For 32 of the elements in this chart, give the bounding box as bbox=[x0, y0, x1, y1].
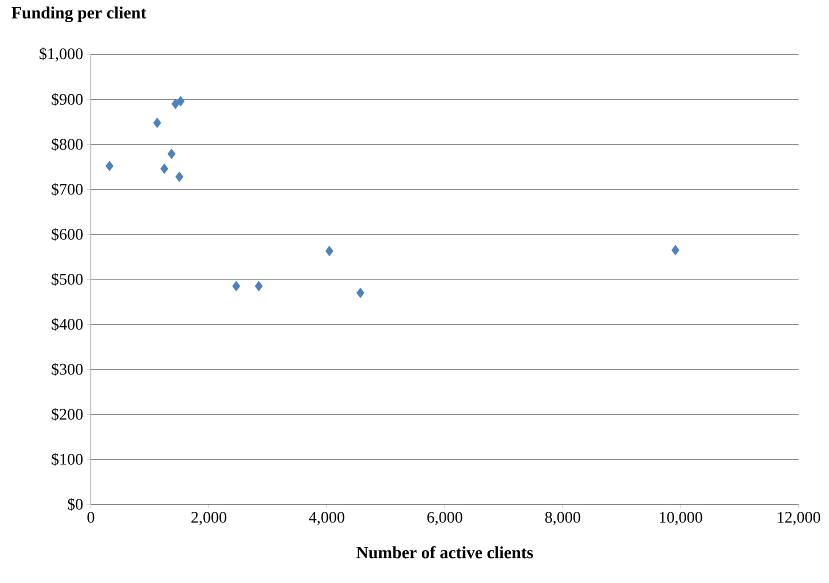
point bbox=[160, 163, 168, 174]
point bbox=[176, 96, 185, 106]
x-axis-title: Number of active clients bbox=[356, 546, 533, 558]
y-tick-label: $1,000 bbox=[40, 47, 83, 62]
y-tick-label: $400 bbox=[52, 318, 83, 331]
point bbox=[168, 148, 176, 159]
y-tick-label: $100 bbox=[52, 452, 83, 466]
point bbox=[175, 171, 184, 182]
y-tick-label: $0 bbox=[68, 498, 83, 511]
point bbox=[232, 280, 240, 292]
x-tick-label: 4,000 bbox=[308, 512, 344, 525]
point bbox=[356, 287, 364, 298]
y-tick-label: $900 bbox=[52, 92, 83, 106]
x-tick-label: 2,000 bbox=[191, 512, 226, 525]
point bbox=[172, 98, 180, 109]
y-tick-label: $700 bbox=[52, 182, 83, 196]
x-tick-label: 12,000 bbox=[778, 512, 820, 525]
x-tick-label: 10,000 bbox=[660, 512, 702, 525]
x-tick-label: 8,000 bbox=[545, 512, 580, 525]
y-axis-title: Funding per client bbox=[12, 6, 146, 22]
y-tick-label: $500 bbox=[52, 272, 83, 286]
point bbox=[325, 246, 334, 256]
point bbox=[153, 117, 162, 128]
y-tick-label: $600 bbox=[52, 228, 83, 241]
y-tick-label: $800 bbox=[52, 138, 83, 151]
point bbox=[254, 280, 263, 292]
y-tick-label: $300 bbox=[52, 362, 83, 376]
x-tick-label: 0 bbox=[87, 512, 94, 523]
y-tick-label: $200 bbox=[52, 408, 83, 421]
point bbox=[106, 160, 114, 172]
point bbox=[671, 244, 680, 256]
x-tick-label: 6,000 bbox=[427, 512, 462, 525]
